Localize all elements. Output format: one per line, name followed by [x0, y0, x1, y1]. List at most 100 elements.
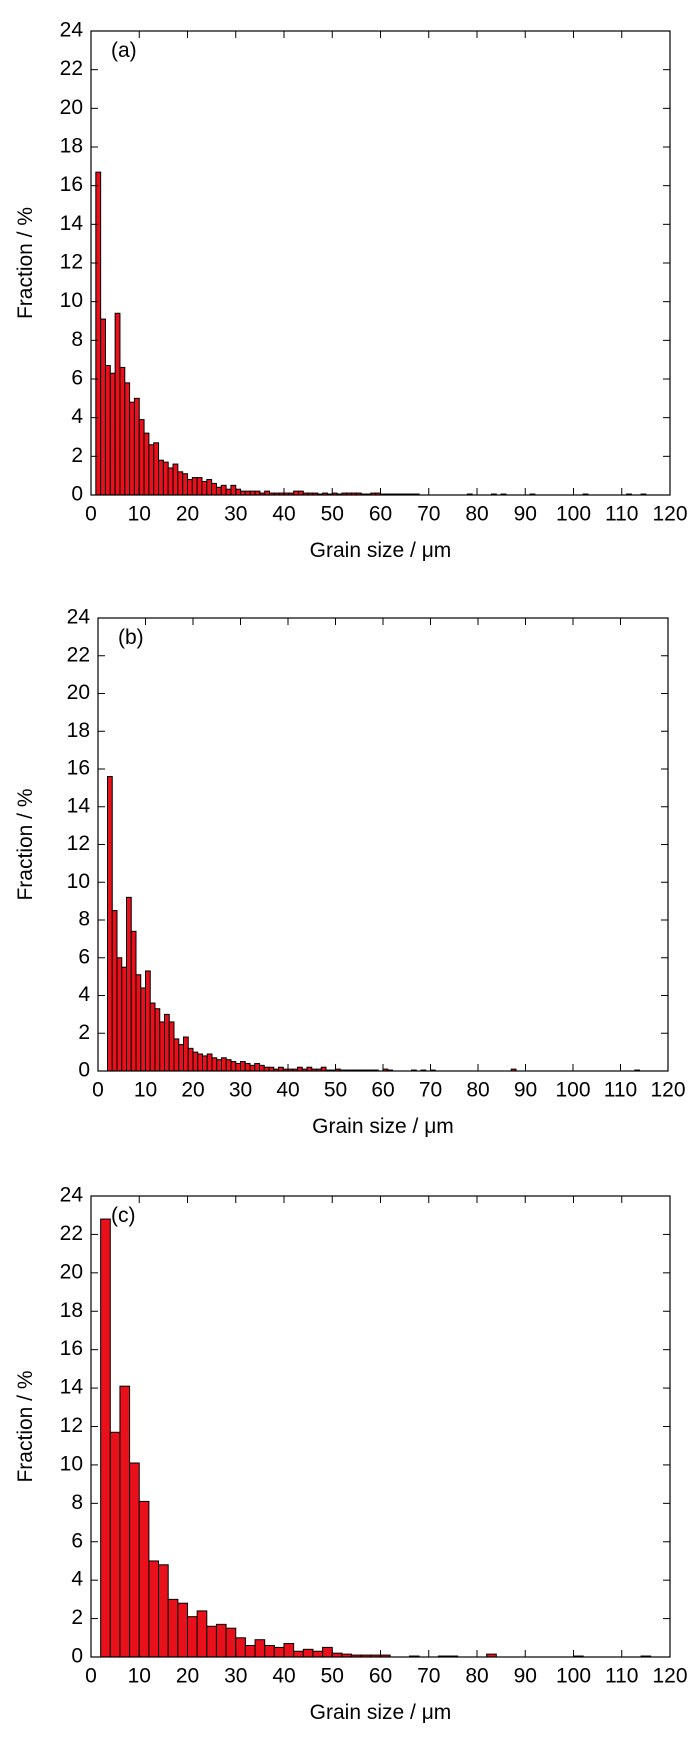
bar	[138, 419, 145, 496]
bar	[221, 1057, 227, 1072]
x-tick-label: 50	[324, 1079, 347, 1102]
bar	[244, 1644, 256, 1658]
bar	[130, 930, 137, 1072]
x-tick-label: 60	[371, 1079, 394, 1102]
x-tick-label: 120	[652, 1665, 687, 1688]
x-tick-label: 80	[465, 503, 488, 526]
bar	[283, 1643, 295, 1658]
x-tick-label: 30	[229, 1079, 252, 1102]
bar	[109, 1431, 121, 1658]
y-tick-label: 2	[71, 444, 83, 467]
bar	[149, 1002, 156, 1072]
bar	[168, 1021, 175, 1072]
bar	[216, 1059, 222, 1072]
x-tick-label: 70	[419, 1079, 442, 1102]
bar	[135, 974, 142, 1072]
x-tick-label: 110	[605, 503, 638, 526]
bar	[143, 432, 150, 496]
bar	[240, 1061, 246, 1072]
bar	[220, 484, 227, 496]
bar	[145, 970, 151, 1072]
y-axis-label: Fraction / %	[14, 207, 37, 319]
bar	[235, 1637, 246, 1658]
x-tick-label: 120	[652, 503, 687, 526]
bar	[173, 1038, 180, 1072]
x-tick-label: 120	[650, 1079, 685, 1102]
bar	[196, 1610, 208, 1658]
y-tick-label: 6	[78, 945, 90, 968]
y-tick-label: 4	[71, 405, 83, 428]
x-tick-label: 40	[276, 1079, 299, 1102]
bar	[158, 1564, 169, 1658]
x-tick-label: 90	[514, 503, 537, 526]
y-tick-label: 12	[67, 832, 90, 855]
y-tick-label: 6	[71, 1529, 83, 1552]
x-tick-label: 100	[556, 1665, 591, 1688]
bar	[159, 1021, 165, 1072]
bar	[100, 1218, 111, 1658]
y-tick-label: 20	[60, 96, 83, 119]
bar	[230, 484, 237, 496]
bar	[230, 1061, 237, 1072]
bar	[121, 966, 127, 1072]
y-axis-label: Fraction / %	[14, 1370, 37, 1482]
bar	[225, 1627, 237, 1658]
bar	[187, 1047, 194, 1072]
x-tick-label: 50	[321, 503, 344, 526]
bar	[114, 312, 121, 496]
y-tick-label: 8	[71, 1491, 83, 1514]
y-tick-label: 10	[60, 1452, 83, 1475]
bar	[129, 401, 135, 496]
bar	[104, 364, 111, 496]
bar	[167, 467, 174, 496]
plot-frame	[90, 1195, 671, 1658]
x-tick-label: 70	[417, 503, 440, 526]
x-axis-label: Grain size / μm	[312, 1115, 454, 1138]
y-tick-label: 24	[60, 19, 84, 42]
bar	[225, 1059, 232, 1072]
y-tick-label: 18	[67, 719, 90, 742]
x-tick-label: 60	[369, 503, 392, 526]
bar	[95, 171, 102, 496]
plot-frame	[97, 617, 669, 1072]
y-tick-label: 16	[60, 1337, 83, 1360]
bar	[192, 1051, 199, 1072]
x-tick-label: 10	[128, 1665, 151, 1688]
x-tick-label: 110	[604, 1079, 637, 1102]
bar	[109, 372, 116, 496]
y-tick-label: 12	[60, 251, 83, 274]
x-tick-label: 70	[417, 1665, 440, 1688]
x-tick-label: 10	[134, 1079, 157, 1102]
x-tick-label: 20	[181, 1079, 204, 1102]
bar	[164, 1013, 170, 1072]
bar	[133, 397, 140, 496]
x-tick-label: 100	[555, 1079, 590, 1102]
panel-label: (b)	[118, 626, 144, 649]
bar	[312, 1650, 324, 1658]
x-tick-label: 80	[466, 1079, 489, 1102]
y-tick-label: 2	[78, 1021, 90, 1044]
y-tick-label: 0	[71, 1645, 83, 1668]
y-tick-label: 22	[67, 643, 90, 666]
bar	[124, 382, 131, 496]
plot-frame	[90, 30, 671, 496]
bar	[202, 1055, 208, 1072]
y-tick-label: 2	[71, 1606, 83, 1629]
panel-label: (a)	[111, 39, 137, 62]
bar	[126, 896, 132, 1072]
y-tick-label: 14	[60, 212, 84, 235]
x-tick-label: 40	[272, 1665, 295, 1688]
x-tick-label: 110	[605, 1665, 638, 1688]
bar	[293, 1650, 304, 1658]
bar	[158, 459, 164, 496]
x-tick-label: 0	[92, 1079, 104, 1102]
x-tick-label: 30	[224, 503, 247, 526]
x-axis-label: Grain size / μm	[310, 539, 452, 562]
bar	[138, 1500, 150, 1658]
bar	[215, 1623, 227, 1658]
bar	[197, 1053, 203, 1072]
bar	[119, 1385, 131, 1658]
